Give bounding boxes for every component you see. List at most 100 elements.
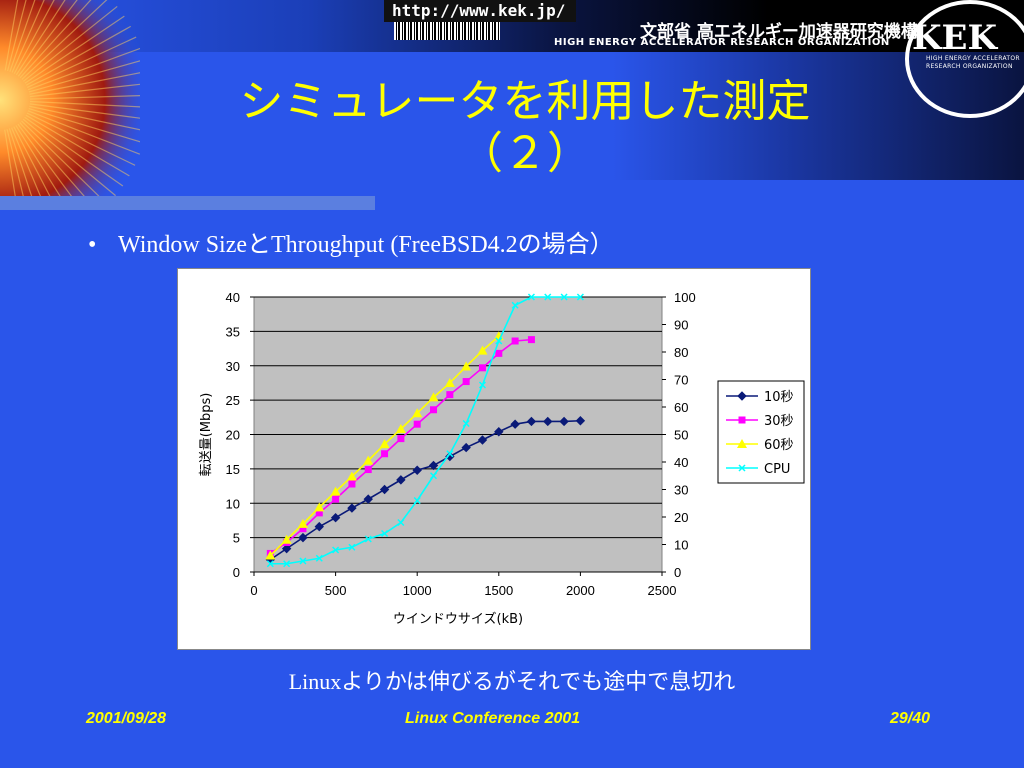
starburst-ray (19, 0, 92, 79)
x-tick-label: 1000 (403, 583, 432, 598)
starburst-ray (29, 95, 140, 100)
data-point-diamond (330, 512, 341, 523)
footer-date: 2001/09/28 (86, 710, 167, 727)
starburst-ray (4, 0, 19, 71)
starburst-ray (24, 15, 125, 84)
starburst-ray (11, 127, 43, 200)
data-point-triangle (330, 486, 341, 496)
data-point-diamond (510, 419, 520, 429)
y2-tick-label: 100 (674, 290, 696, 305)
starburst-ray (27, 47, 140, 91)
title-band (110, 52, 1024, 180)
data-point-square (738, 416, 746, 424)
starburst-ray (9, 0, 36, 72)
y2-tick-label: 10 (674, 538, 688, 553)
starburst-ray (24, 116, 124, 187)
starburst-ray (6, 129, 25, 200)
legend-label: 60秒 (764, 438, 794, 453)
data-point-triangle (346, 471, 357, 481)
starburst-ray (15, 125, 64, 200)
data-point-triangle (281, 534, 292, 544)
data-point-x (397, 518, 405, 527)
data-point-x (348, 543, 356, 551)
data-point-diamond (461, 442, 471, 453)
kek-logo: KEK (912, 18, 998, 58)
org-name-english: HIGH ENERGY ACCELERATOR RESEARCH ORGANIZ… (554, 37, 890, 48)
data-point-x (527, 293, 535, 301)
starburst-ray (15, 0, 66, 76)
data-point-diamond (526, 416, 537, 427)
data-point-x (511, 301, 519, 309)
data-point-square (495, 349, 503, 357)
data-point-square (527, 336, 535, 344)
data-point-diamond (428, 460, 439, 471)
data-point-diamond (314, 521, 324, 532)
data-point-x (462, 419, 470, 428)
y2-tick-label: 30 (674, 483, 688, 498)
data-point-square (478, 364, 486, 372)
data-point-x (299, 557, 307, 565)
kek-logo-subtitle-2: RESEARCH ORGANIZATION (926, 63, 1013, 70)
x-tick-label: 0 (250, 583, 257, 598)
data-point-triangle (297, 518, 308, 528)
data-point-x (315, 554, 323, 562)
starburst-ray (29, 83, 140, 98)
y2-tick-label: 20 (674, 510, 688, 525)
data-point-diamond (298, 532, 308, 543)
starburst-ray (13, 126, 53, 200)
y2-tick-label: 0 (674, 565, 681, 580)
starburst-ray (26, 36, 137, 88)
data-point-triangle (737, 439, 747, 448)
data-point-diamond (281, 543, 292, 554)
data-point-x (364, 535, 372, 543)
x-tick-label: 500 (325, 583, 347, 598)
y2-tick-label: 80 (674, 345, 688, 360)
y2-tick-label: 40 (674, 455, 688, 470)
starburst-ray (22, 118, 116, 197)
starburst-ray (29, 72, 140, 95)
legend-box (717, 380, 805, 484)
data-point-x (446, 450, 454, 458)
data-point-diamond (559, 416, 569, 427)
kek-logo-ring (905, 0, 1024, 118)
x-tick-label: 2000 (566, 583, 595, 598)
y2-tick-label: 50 (674, 428, 688, 443)
data-point-square (381, 450, 389, 458)
starburst-ray (17, 0, 78, 77)
data-point-x (560, 293, 568, 301)
starburst-ray (4, 129, 17, 200)
data-point-square (511, 337, 519, 345)
starburst-ray (13, 0, 55, 74)
data-point-square (462, 378, 470, 386)
x-tick-label: 1500 (484, 583, 513, 598)
series-line (270, 296, 581, 565)
kek-url-banner[interactable]: http://www.kek.jp/ (384, 0, 576, 22)
data-point-triangle (461, 361, 472, 371)
y-axis-label: 転送量(Mbps) (199, 393, 214, 477)
data-point-square (332, 495, 340, 503)
y2-tick-label: 70 (674, 373, 688, 388)
y-tick-label: 15 (226, 462, 240, 477)
footer-conference: Linux Conference 2001 (405, 710, 581, 727)
y-tick-label: 35 (226, 324, 240, 339)
y-tick-label: 0 (233, 565, 240, 580)
y-tick-label: 30 (226, 359, 240, 374)
bullet-point: • Window SizeとThroughput (FreeBSD4.2の場合） (88, 224, 614, 259)
starburst-decoration (0, 0, 140, 200)
data-point-diamond (737, 391, 747, 401)
data-point-triangle (379, 439, 390, 449)
starburst-ray (25, 25, 131, 86)
kek-logo-subtitle-1: HIGH ENERGY ACCELERATOR (926, 55, 1020, 62)
starburst-ray (28, 107, 140, 143)
data-point-square (430, 406, 438, 414)
starburst-ray (29, 105, 140, 131)
x-tick-label: 2500 (648, 583, 677, 598)
data-point-x (544, 293, 552, 301)
data-point-square (364, 466, 372, 474)
data-point-square (299, 525, 307, 533)
data-point-triangle (477, 345, 488, 355)
data-point-x (576, 293, 584, 301)
starburst-ray (6, 0, 27, 72)
starburst-ray (21, 120, 104, 200)
data-point-x (738, 464, 746, 472)
